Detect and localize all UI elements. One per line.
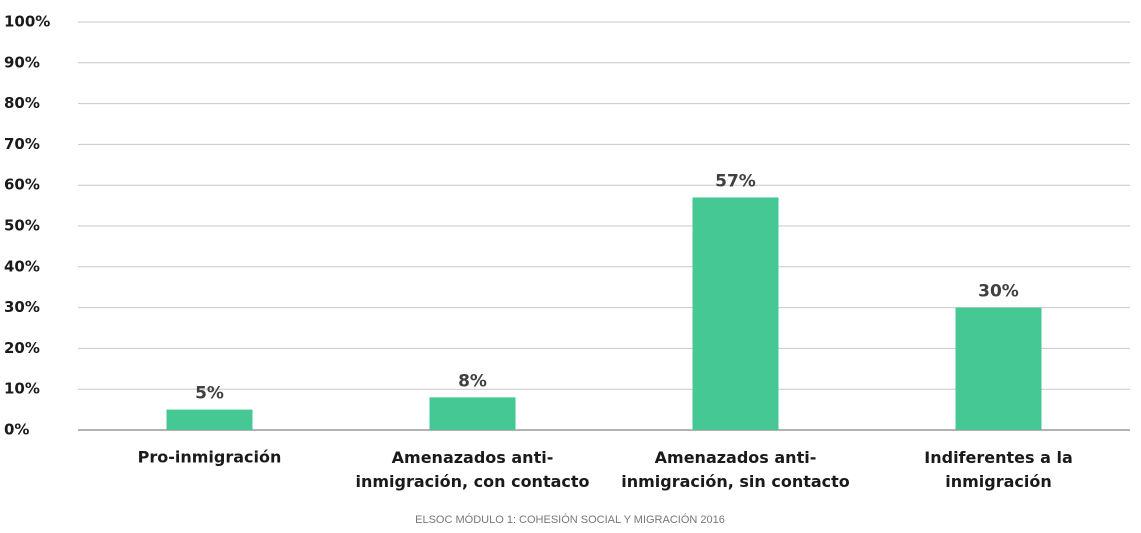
data-label: 8% — [458, 371, 487, 391]
y-tick-label: 0% — [4, 421, 29, 439]
y-tick-label: 30% — [4, 298, 40, 316]
y-tick-label: 90% — [4, 53, 40, 71]
data-label: 30% — [978, 282, 1019, 302]
y-tick-label: 20% — [4, 339, 40, 357]
bar — [955, 307, 1042, 430]
x-tick-label: Amenazados anti-inmigración, con contact… — [355, 448, 589, 491]
y-tick-label: 100% — [4, 13, 50, 31]
data-label: 5% — [195, 384, 224, 404]
y-tick-label: 10% — [4, 380, 40, 398]
bar — [692, 197, 779, 430]
data-label: 57% — [715, 171, 756, 191]
y-tick-label: 60% — [4, 176, 40, 194]
bar — [166, 409, 253, 430]
x-tick-label: Indiferentes a la inmigración — [924, 448, 1072, 491]
y-tick-label: 50% — [4, 217, 40, 235]
x-tick-label: Pro-inmigración — [138, 448, 282, 467]
source-note: ELSOC MÓDULO 1: COHESIÓN SOCIAL Y MIGRAC… — [415, 513, 725, 526]
y-tick-label: 70% — [4, 135, 40, 153]
bar — [429, 397, 516, 430]
x-tick-label: Amenazados anti-inmigración, sin contact… — [621, 448, 850, 491]
y-tick-label: 40% — [4, 257, 40, 275]
y-tick-label: 80% — [4, 94, 40, 112]
